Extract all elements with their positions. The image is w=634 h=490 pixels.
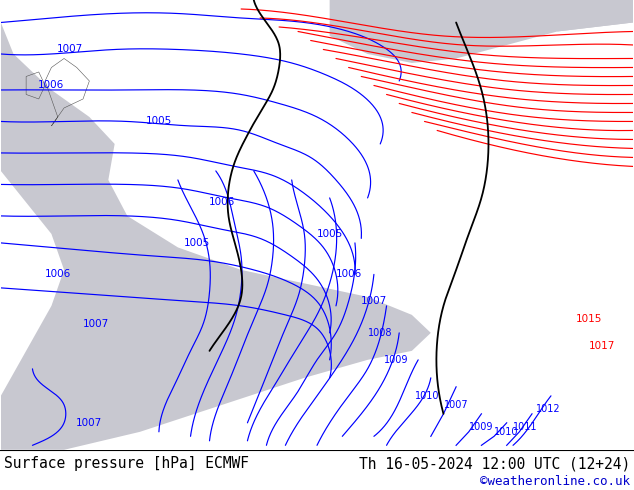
Text: 1007: 1007 xyxy=(361,296,387,306)
Text: 1010: 1010 xyxy=(415,391,440,401)
Text: 1017: 1017 xyxy=(588,342,615,351)
Polygon shape xyxy=(330,0,633,63)
Text: 1007: 1007 xyxy=(57,45,84,54)
Text: 1006: 1006 xyxy=(44,270,71,279)
Text: 1006: 1006 xyxy=(209,197,235,207)
Text: 1011: 1011 xyxy=(514,422,538,432)
Text: 1008: 1008 xyxy=(368,328,392,338)
Text: 1015: 1015 xyxy=(576,315,602,324)
Text: 1009: 1009 xyxy=(469,422,494,432)
Text: 1005: 1005 xyxy=(316,229,343,239)
Text: 1006: 1006 xyxy=(335,270,362,279)
Text: 1005: 1005 xyxy=(146,117,172,126)
Text: Th 16-05-2024 12:00 UTC (12+24): Th 16-05-2024 12:00 UTC (12+24) xyxy=(359,456,630,471)
Text: 1007: 1007 xyxy=(82,319,109,329)
Text: 1009: 1009 xyxy=(384,355,408,365)
Text: ©weatheronline.co.uk: ©weatheronline.co.uk xyxy=(480,475,630,489)
Text: 1007: 1007 xyxy=(76,418,103,428)
Text: Surface pressure [hPa] ECMWF: Surface pressure [hPa] ECMWF xyxy=(4,456,249,471)
Text: 1007: 1007 xyxy=(444,400,469,410)
Text: 1006: 1006 xyxy=(38,80,65,91)
Polygon shape xyxy=(557,0,633,31)
Text: 1012: 1012 xyxy=(536,404,560,415)
Text: 1005: 1005 xyxy=(184,238,210,248)
Polygon shape xyxy=(1,0,431,450)
Text: 1010: 1010 xyxy=(495,427,519,437)
